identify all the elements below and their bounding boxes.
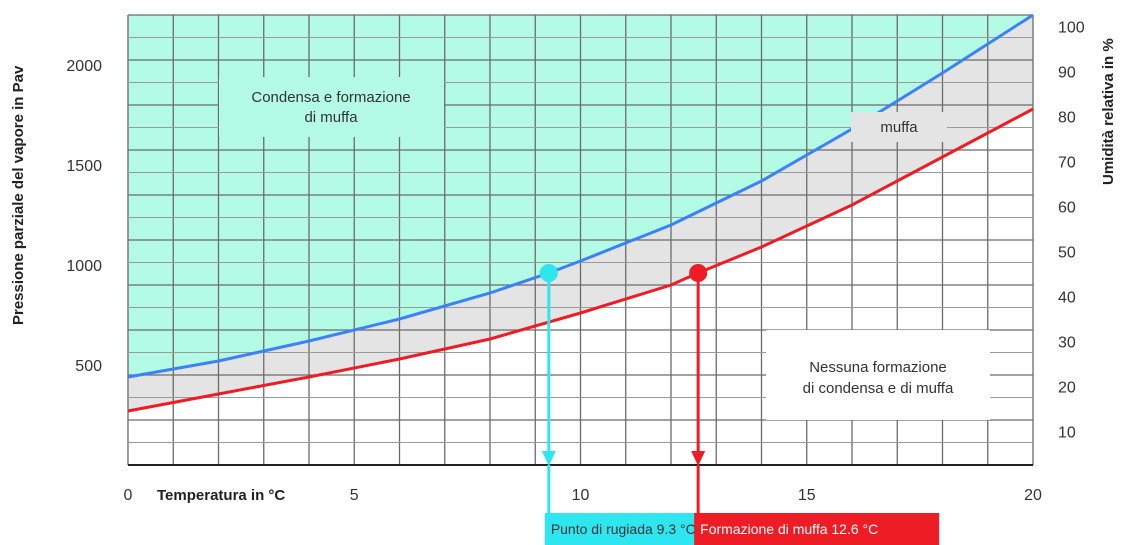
x-tick-label: 0	[124, 487, 133, 504]
mold-label-box	[851, 112, 947, 142]
mold-formation-arrow	[691, 451, 706, 466]
mold-formation-label: Formazione di muffa 12.6 °C	[700, 521, 878, 537]
condensation-label-box	[219, 77, 444, 137]
x-axis-title: Temperatura in °C	[157, 487, 285, 504]
left-axis-title: Pressione parziale del vapore in Pav	[10, 65, 27, 325]
mold-formation-point	[689, 264, 708, 282]
no-condensation-label-line-1: Nessuna formazione	[809, 359, 947, 376]
chart-grid	[127, 14, 1034, 466]
x-tick-label: 5	[350, 487, 359, 504]
chart-annotations: Condensa e formazione di muffa muffa Nessun…	[219, 77, 990, 420]
y-right-tick-label: 100	[1058, 19, 1085, 36]
y-right-tick-label: 30	[1058, 334, 1076, 351]
dew-point-point	[539, 264, 558, 282]
y-left-tick-label: 1500	[66, 158, 102, 175]
dew-point-arrow	[541, 451, 556, 466]
no-condensation-label-line-2: di condensa e di muffa	[803, 380, 954, 397]
mold-formation-label-box	[694, 513, 940, 545]
y-right-tick-label: 20	[1058, 379, 1076, 396]
y-right-tick-label: 50	[1058, 244, 1076, 261]
y-right-tick-label: 70	[1058, 154, 1076, 171]
mold-threshold-line	[127, 107, 1034, 413]
y-right-tick-label: 10	[1058, 424, 1076, 441]
x-tick-label: 20	[1024, 487, 1042, 504]
dew-point-label: Punto di rugiada 9.3 °C	[551, 521, 696, 537]
no-condensation-label-box	[766, 330, 990, 420]
y-right-tick-label: 80	[1058, 109, 1076, 126]
chart-guides: Punto di rugiada 9.3 °C Formazione di muf…	[539, 264, 940, 545]
x-tick-label: 10	[572, 487, 590, 504]
x-tick-label: 15	[798, 487, 816, 504]
condensation-label-line-1: Condensa e formazione	[251, 89, 410, 106]
right-axis-title: Umidità relativa in %	[1100, 38, 1117, 185]
y-left-tick-label: 1000	[66, 258, 102, 275]
chart-ticks: 0 5 10 15 20 500 1000 1500 2000 10 20 30 40 50 60 70 80 9…	[66, 19, 1084, 504]
mold-label: muffa	[880, 119, 918, 136]
condensation-label-line-2: di muffa	[304, 109, 358, 126]
y-left-tick-label: 500	[75, 358, 102, 375]
y-left-tick-label: 2000	[66, 58, 102, 75]
y-right-tick-label: 40	[1058, 289, 1076, 306]
y-right-tick-label: 90	[1058, 64, 1076, 81]
y-right-tick-label: 60	[1058, 199, 1076, 216]
